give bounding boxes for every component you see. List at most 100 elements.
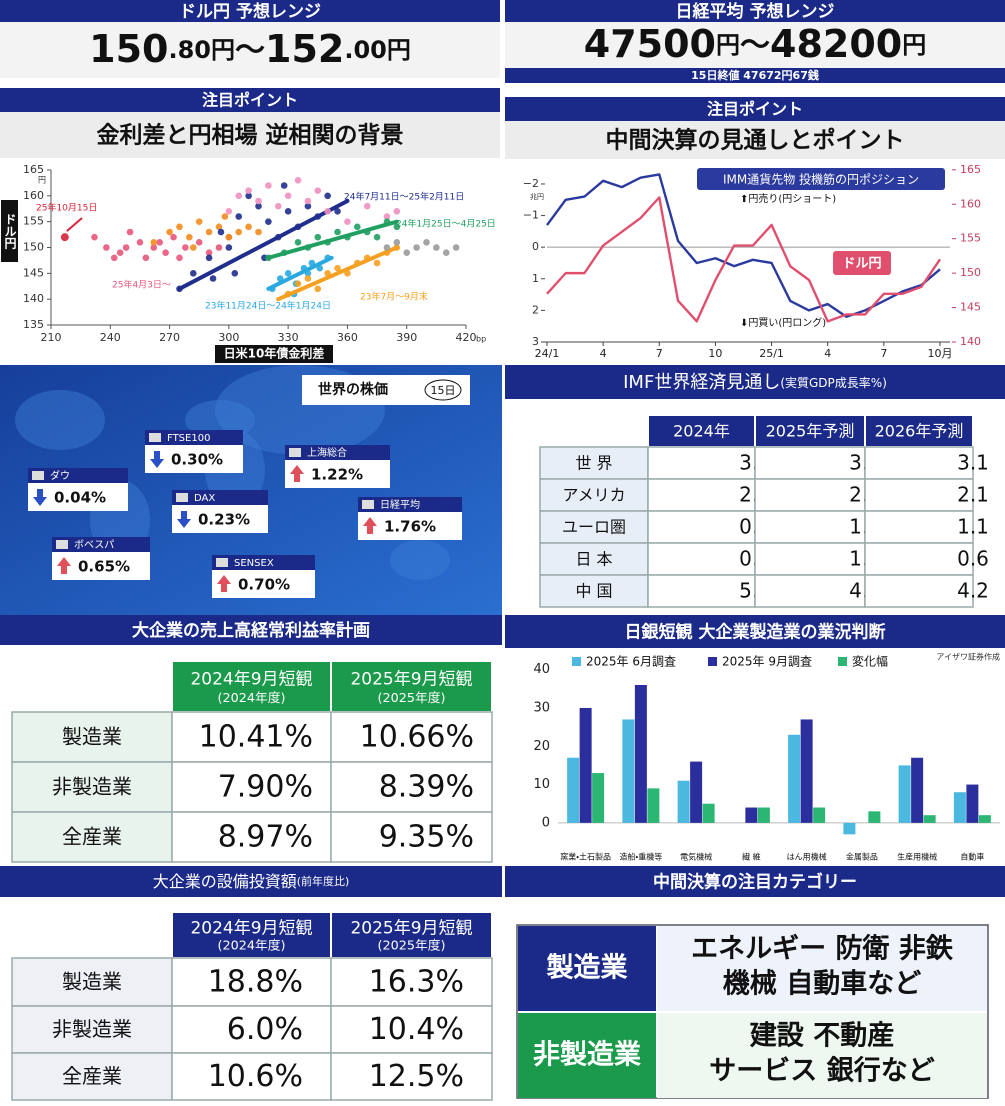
direction-arrow (150, 451, 164, 468)
legend-swatch (572, 657, 581, 666)
legend-box (697, 168, 945, 190)
y-label-box (1, 200, 18, 262)
header-bar (505, 97, 1005, 121)
y-tick-label: 2 (532, 303, 539, 316)
legend-swatch (708, 657, 717, 666)
y-tick-label: −1 (523, 209, 539, 222)
scatter-point (225, 233, 233, 241)
y-tick-label: 30 (533, 700, 550, 715)
table-value: 18.8% (208, 965, 303, 1000)
flag (289, 448, 301, 457)
scatter-point (205, 228, 213, 236)
scatter-point (284, 208, 292, 215)
direction-arrow (33, 489, 47, 506)
scatter-point (176, 254, 183, 262)
table-cell (11, 957, 173, 1007)
table-header: 2025年9月短観 (350, 669, 472, 689)
table-header: 2025年9月短観 (350, 919, 472, 939)
x-tick-label: 240 (100, 331, 121, 344)
source-note: アイザワ証券作成 (936, 652, 1000, 662)
label-part: .00円 (344, 36, 411, 64)
table-cell (754, 574, 866, 608)
index-name-bar (358, 497, 462, 512)
trend-line (266, 219, 399, 260)
scatter-point (363, 202, 371, 210)
scatter-point (189, 270, 197, 277)
index-name-bar (212, 555, 315, 570)
row-label: 非製造業 (52, 775, 132, 799)
row-label: 中 国 (575, 582, 612, 601)
table-cell (330, 711, 493, 763)
range-value: 150.80円～152.00円 (89, 27, 411, 71)
label-part: 150 (89, 27, 168, 71)
bar (647, 788, 660, 823)
x-tick-label: 自動車 (960, 852, 984, 862)
date-label: 15日 (431, 384, 456, 397)
scatter-point (344, 218, 351, 225)
row-label: 全産業 (62, 1064, 122, 1088)
bar (978, 815, 991, 823)
table-header-cell (330, 660, 493, 713)
x-tick-label: 390 (396, 331, 417, 344)
scatter-point (265, 182, 272, 189)
x-tick-label: 420 (456, 331, 477, 344)
category-detail: 建設 不動産 (750, 1021, 894, 1052)
category-detail: エネルギー 防衛 非鉄 (691, 933, 954, 965)
range-value: 47500円～48200円 (584, 22, 926, 66)
x-label-box (215, 345, 333, 363)
table-header-sub: (2025年度) (378, 690, 446, 706)
scatter-point (383, 244, 391, 251)
header-text: 日経平均 予想レンジ (676, 1, 835, 22)
index-change: 0.70% (238, 576, 290, 594)
x-tick-label: 繊 維 (742, 852, 761, 862)
table-value: 0.6 (957, 547, 989, 571)
header-bar (505, 615, 1005, 648)
table-header: 2024年 (673, 422, 730, 441)
scatter-point (103, 244, 110, 251)
legend-label: IMM通貨先物 投機筋の円ポジション (723, 172, 919, 187)
label-part: 大企業の設備投資額 (153, 872, 297, 891)
x-tick-label: 4 (824, 347, 831, 360)
scatter-point (186, 233, 193, 241)
x-label: 日米10年債金利差 (224, 346, 325, 361)
flag (149, 433, 161, 442)
y2-tick-label: 160 (960, 197, 981, 210)
series-label: 24年1月25日～4月25日 (396, 218, 496, 230)
header-bar (0, 866, 502, 897)
header-text: 注目ポイント (707, 100, 803, 119)
bar (923, 815, 936, 823)
scatter-point (393, 208, 401, 215)
scatter-point (324, 208, 331, 215)
scatter-point (294, 280, 302, 287)
y-tick-label: 165 (23, 163, 44, 176)
x-tick-label: 360 (337, 331, 358, 344)
series-label: 25年10月15日 (36, 202, 97, 214)
x-tick-label: 7 (656, 347, 663, 360)
scatter-point (245, 223, 252, 231)
y-tick-label: 0 (542, 815, 550, 830)
flag (362, 500, 374, 509)
row-label: 世 界 (575, 454, 612, 473)
category-detail: サービス 銀行など (709, 1055, 934, 1087)
index-name: 日経平均 (380, 498, 420, 511)
panel (505, 22, 1005, 68)
table-cell (330, 761, 493, 813)
table-cell (539, 446, 649, 480)
table-cell (11, 1005, 173, 1054)
x-tick-label: はん用機械 (787, 852, 827, 862)
scatter-point (176, 223, 183, 231)
label-part: 48200 (770, 22, 902, 66)
x-tick-label: 窯業・土石製品 (560, 852, 611, 862)
scatter-point (294, 239, 302, 246)
y2-tick-label: 150 (960, 266, 981, 279)
scatter-point (122, 244, 130, 251)
table-value: 10.4% (369, 1012, 464, 1047)
x-tick-label: 金属製品 (846, 852, 878, 862)
scatter-point (215, 244, 223, 251)
y-unit: 兆円 (530, 192, 544, 201)
bar (690, 761, 703, 823)
scatter-point (225, 208, 233, 215)
header-text: ドル円 予想レンジ (179, 1, 321, 22)
bar (579, 707, 592, 823)
